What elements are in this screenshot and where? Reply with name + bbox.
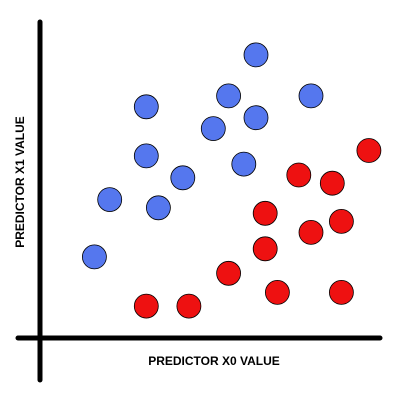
data-point-series1-6 bbox=[286, 162, 312, 188]
data-point-series0-3 bbox=[133, 143, 159, 169]
data-point-series1-11 bbox=[356, 138, 382, 163]
data-point-series0-2 bbox=[133, 94, 159, 120]
data-point-series1-1 bbox=[176, 293, 202, 319]
data-point-series1-3 bbox=[252, 236, 278, 262]
data-point-series0-11 bbox=[298, 83, 324, 109]
data-point-series0-10 bbox=[243, 105, 269, 131]
data-point-series1-10 bbox=[328, 279, 354, 305]
data-point-series0-5 bbox=[170, 165, 196, 191]
data-point-series1-9 bbox=[328, 208, 354, 234]
y-axis-label: PREDICTOR X1 VALUE bbox=[13, 116, 27, 248]
data-point-series0-0 bbox=[82, 244, 107, 270]
data-point-series0-8 bbox=[231, 151, 257, 177]
data-point-series1-0 bbox=[133, 293, 159, 319]
data-point-series0-7 bbox=[216, 83, 242, 109]
points-layer bbox=[82, 42, 382, 319]
data-point-series1-5 bbox=[252, 200, 278, 226]
x-axis-label: PREDICTOR X0 VALUE bbox=[148, 354, 280, 368]
data-point-series0-6 bbox=[200, 116, 226, 142]
data-point-series1-8 bbox=[319, 170, 345, 196]
data-point-series0-4 bbox=[145, 195, 171, 221]
data-point-series1-2 bbox=[216, 260, 242, 286]
data-point-series1-7 bbox=[298, 219, 324, 245]
data-point-series1-4 bbox=[264, 279, 290, 305]
data-point-series0-1 bbox=[97, 187, 123, 213]
data-point-series0-9 bbox=[243, 42, 269, 68]
